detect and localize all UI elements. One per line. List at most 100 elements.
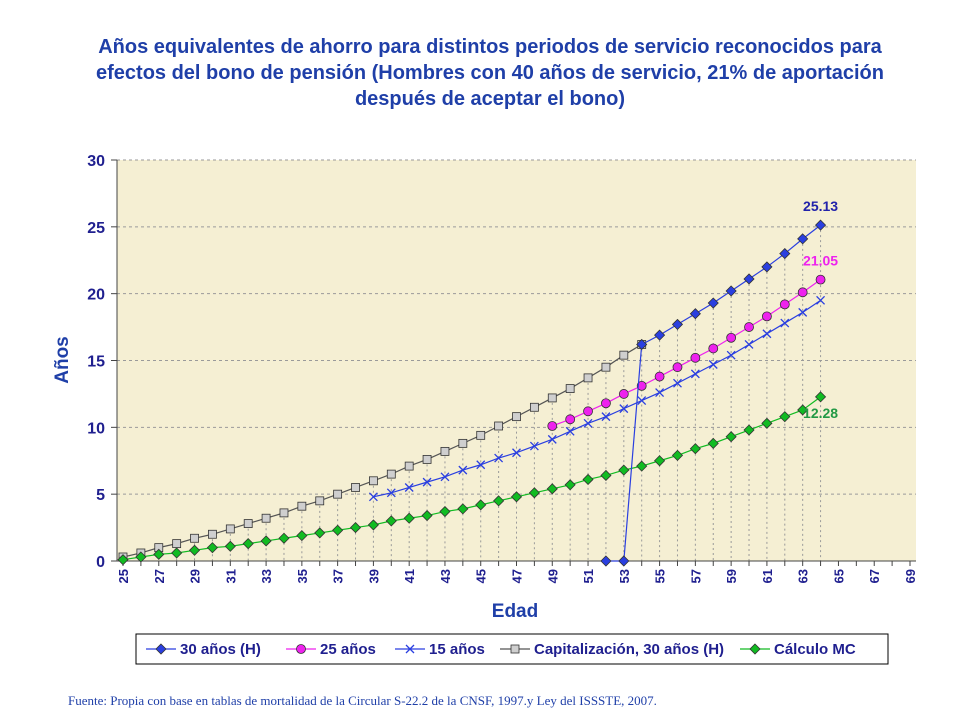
- y-tick-label: 10: [87, 420, 105, 437]
- data-point: [601, 412, 611, 422]
- series-3: [368, 295, 826, 502]
- data-point: [726, 332, 737, 343]
- legend-marker: [296, 644, 306, 654]
- source-note: Fuente: Propia con base en tablas de mor…: [68, 693, 657, 708]
- data-point: [743, 424, 755, 436]
- data-point: [440, 446, 450, 456]
- x-tick-label: 65: [831, 569, 846, 583]
- data-point: [546, 483, 558, 495]
- legend-marker: [405, 644, 415, 654]
- data-point: [779, 299, 790, 310]
- data-point: [707, 297, 719, 309]
- data-point: [512, 412, 521, 422]
- x-tick-label: 41: [402, 569, 417, 583]
- data-point: [351, 483, 360, 492]
- data-point: [618, 389, 629, 399]
- data-point: [618, 555, 630, 567]
- series-1: [600, 219, 827, 567]
- data-point: [404, 461, 414, 471]
- data-label: 12.28: [803, 405, 838, 421]
- data-point: [583, 406, 593, 417]
- data-point: [315, 496, 325, 506]
- data-point: [636, 380, 647, 391]
- data-point: [188, 544, 201, 556]
- data-point: [815, 274, 826, 285]
- x-tick-label: 69: [903, 569, 918, 583]
- data-point: [529, 441, 539, 451]
- data-point: [510, 491, 523, 503]
- x-tick-label: 37: [331, 569, 346, 583]
- y-tick-label: 30: [87, 153, 105, 170]
- data-point: [547, 393, 557, 403]
- series-5: [117, 391, 827, 566]
- data-point: [458, 438, 468, 448]
- data-point: [297, 501, 307, 511]
- data-point: [440, 472, 450, 482]
- horizontal-gridlines: [117, 159, 916, 495]
- data-point: [725, 431, 737, 443]
- data-point: [529, 402, 539, 412]
- data-point: [619, 350, 629, 360]
- data-point: [386, 488, 396, 498]
- data-point: [296, 530, 308, 542]
- x-tick-label: 39: [366, 569, 381, 583]
- data-point: [655, 388, 665, 398]
- data-point: [583, 418, 593, 428]
- data-point: [636, 338, 648, 351]
- data-point: [565, 384, 575, 393]
- series-line: [122, 396, 821, 561]
- data-point: [494, 421, 504, 431]
- data-point: [726, 350, 736, 360]
- series-line: [373, 299, 821, 498]
- x-tick-labels: 25 27 29 31 33 35 37 39 41 43 45 47 49 51 53 55 57 59 61 63…: [116, 569, 918, 583]
- data-point: [671, 318, 684, 330]
- data-point: [654, 455, 666, 467]
- series-line: [552, 279, 821, 427]
- data-point: [153, 548, 165, 560]
- data-point: [476, 430, 486, 440]
- data-point: [690, 369, 700, 379]
- data-point: [493, 495, 505, 507]
- x-tick-label: 35: [295, 569, 310, 583]
- data-point: [779, 248, 791, 260]
- data-point: [816, 295, 826, 305]
- data-point: [600, 555, 612, 567]
- data-point: [385, 515, 397, 527]
- legend-label: 15 años: [429, 641, 485, 658]
- data-point: [190, 533, 199, 543]
- legend-marker: [155, 643, 167, 655]
- data-point: [242, 538, 254, 550]
- x-tick-label: 43: [438, 569, 453, 583]
- x-tick-label: 57: [688, 569, 703, 583]
- y-tick-labels: 0 5 10 15 20 25 30: [87, 153, 105, 571]
- data-label: 21.05: [803, 253, 838, 269]
- data-point: [583, 373, 593, 383]
- data-point: [671, 449, 684, 461]
- data-point: [117, 554, 129, 566]
- data-point: [673, 378, 682, 388]
- x-tick-label: 59: [724, 569, 739, 583]
- y-tick-label: 20: [87, 287, 105, 304]
- data-point: [171, 547, 183, 559]
- data-point: [744, 322, 754, 332]
- data-point: [206, 542, 218, 554]
- y-tick-label: 25: [87, 220, 105, 237]
- chart-title: Años equivalentes de ahorro para distint…: [96, 36, 884, 110]
- series-layer: [117, 219, 827, 567]
- data-point: [260, 535, 272, 547]
- x-tick-label: 25: [116, 569, 131, 583]
- data-point: [743, 273, 755, 285]
- data-point: [815, 391, 827, 403]
- data-point: [654, 329, 666, 341]
- data-point: [368, 492, 378, 502]
- data-point: [779, 411, 791, 423]
- data-point: [762, 329, 772, 339]
- data-point: [494, 453, 504, 463]
- data-point: [565, 414, 576, 425]
- data-point: [369, 476, 378, 486]
- y-tick-label: 15: [87, 354, 105, 371]
- data-point: [761, 261, 773, 273]
- data-point: [725, 285, 737, 297]
- x-tick-label: 53: [617, 569, 632, 583]
